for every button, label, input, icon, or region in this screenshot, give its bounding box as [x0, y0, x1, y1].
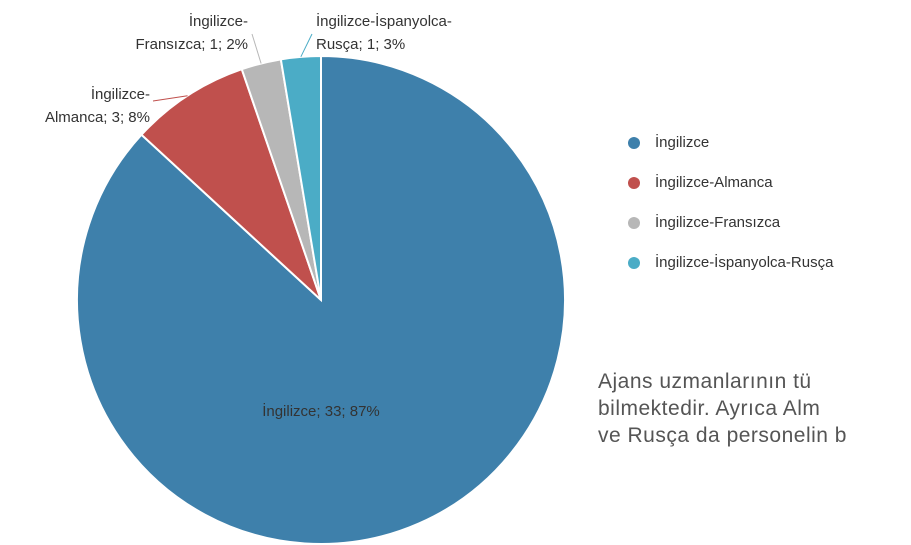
- leader-line: [300, 33, 313, 58]
- data-label: İngilizce-İspanyolca- Rusça; 1; 3%: [316, 12, 452, 53]
- legend-label: İngilizce: [655, 133, 709, 151]
- data-label-line: Almanca; 3; 8%: [45, 109, 150, 126]
- data-label: İngilizce; 33; 87%: [262, 402, 380, 420]
- data-label-line: İngilizce-: [189, 12, 248, 30]
- legend-swatch: [628, 257, 640, 269]
- paragraph-line: Ajans uzmanlarının tü: [598, 370, 812, 393]
- leader-line: [152, 95, 188, 102]
- paragraph-line: ve Rusça da personelin b: [598, 424, 847, 447]
- data-label: İngilizce- Fransızca; 1; 2%: [135, 12, 248, 53]
- data-label-line: Fransızca; 1; 2%: [135, 36, 248, 53]
- paragraph-line: bilmektedir. Ayrıca Alm: [598, 397, 821, 420]
- data-label-line: İngilizce-İspanyolca-: [316, 12, 452, 30]
- legend-swatch: [628, 177, 640, 189]
- legend-label: İngilizce-Fransızca: [655, 213, 781, 231]
- legend-label: İngilizce-İspanyolca-Rusça: [655, 253, 834, 271]
- legend-label: İngilizce-Almanca: [655, 173, 773, 191]
- legend-swatch: [628, 137, 640, 149]
- data-label: İngilizce- Almanca; 3; 8%: [45, 85, 150, 126]
- leader-line: [251, 33, 262, 64]
- paragraph: Ajans uzmanlarının tü bilmektedir. Ayrıc…: [598, 368, 911, 449]
- data-label-line: Rusça; 1; 3%: [316, 36, 405, 53]
- data-label-line: İngilizce-: [91, 85, 150, 103]
- legend-swatch: [628, 217, 640, 229]
